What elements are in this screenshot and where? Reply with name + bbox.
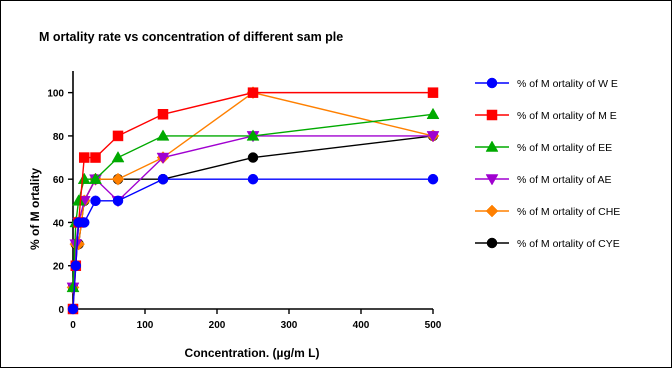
x-axis-label: Concentration. (µg/m L) (185, 346, 320, 360)
legend-label: % of M ortality of M E (517, 110, 617, 122)
legend-label: % of M ortality of EE (517, 142, 612, 154)
legend-label: % of M ortality of CHE (517, 206, 620, 218)
y-axis-label: % of M ortality (28, 168, 42, 250)
data-point (156, 152, 170, 165)
data-point (427, 173, 439, 185)
legend-marker (486, 77, 498, 89)
y-tick-label: 0 (58, 305, 64, 316)
series-line (72, 91, 433, 310)
series-line (72, 91, 434, 288)
data-point (90, 152, 101, 163)
data-point (247, 173, 259, 185)
data-point (111, 172, 125, 186)
x-tick-label: 100 (137, 320, 154, 331)
data-point (72, 194, 86, 206)
data-point (426, 131, 440, 143)
series--of-m-ortality-of-che (66, 86, 440, 294)
data-point (427, 87, 439, 98)
legend-item: % of M ortality of EE (475, 140, 612, 154)
legend-item: % of M ortality of CHE (475, 204, 620, 218)
legend-item: % of M ortality of M E (475, 109, 617, 122)
x-tick-label: 500 (425, 320, 442, 331)
legend-label: % of M ortality of W E (517, 78, 618, 90)
x-tick-label: 0 (70, 320, 76, 331)
data-point (67, 303, 79, 315)
legend-item: % of M ortality of AE (475, 174, 612, 186)
data-point (89, 172, 102, 184)
x-tick-label: 400 (353, 320, 370, 331)
data-point (426, 107, 440, 120)
x-tick-label: 300 (281, 320, 298, 331)
legend-item: % of M ortality of CYE (475, 237, 620, 250)
chart-title: M ortality rate vs concentration of diff… (39, 30, 343, 44)
y-tick-label: 100 (47, 89, 64, 100)
legend: % of M ortality of W E % of M ortality of… (475, 77, 620, 250)
data-point (247, 87, 259, 98)
data-point (157, 173, 169, 185)
data-point (157, 109, 169, 120)
data-point (77, 172, 91, 184)
y-tick-label: 80 (53, 132, 65, 143)
legend-marker (486, 109, 498, 121)
series--of-m-ortality-of-m-e (67, 87, 439, 315)
y-tick-label: 40 (53, 218, 65, 229)
axes: 0 20 40 60 80 100 0 100 200 300 400 500 (47, 71, 442, 331)
data-point (156, 129, 170, 141)
legend-marker (485, 204, 499, 218)
data-point (112, 130, 124, 142)
series--of-m-ortality-of-ee (66, 107, 440, 293)
data-point (70, 260, 82, 271)
data-point (78, 152, 90, 163)
legend-label: % of M ortality of AE (517, 174, 612, 186)
data-point (247, 152, 259, 163)
plot-area (66, 86, 440, 315)
data-point (78, 217, 90, 228)
y-tick-label: 60 (53, 175, 65, 186)
series--of-m-ortality-of-w-e (67, 173, 439, 315)
y-tick-label: 20 (53, 262, 65, 273)
data-point (112, 195, 124, 207)
x-tick-label: 200 (209, 320, 226, 331)
legend-item: % of M ortality of W E (475, 77, 618, 90)
legend-marker (486, 237, 498, 249)
legend-marker (485, 174, 499, 186)
data-point (90, 195, 101, 207)
legend-label: % of M ortality of CYE (517, 238, 620, 250)
series-line (72, 178, 433, 310)
data-point (69, 239, 83, 251)
legend-marker (485, 140, 499, 152)
data-point (111, 151, 125, 163)
data-point (66, 280, 80, 293)
data-point (246, 129, 260, 141)
